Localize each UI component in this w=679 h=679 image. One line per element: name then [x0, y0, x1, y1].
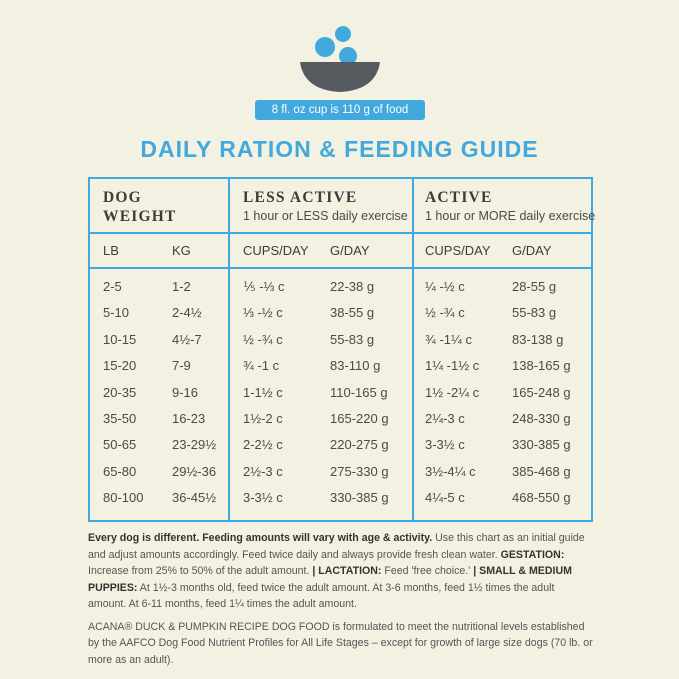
table-cell: 110-165 g	[330, 384, 388, 400]
footer-text: Feed 'free choice.'	[381, 565, 474, 577]
table-cell: 5-10	[103, 305, 130, 321]
bowl-icon	[300, 26, 380, 92]
table-cell: 83-138 g	[512, 331, 564, 347]
footer-text: Use this chart as an initial guide and a…	[88, 532, 585, 561]
column-title: LESS ACTIVE	[243, 189, 358, 206]
footer-text: GESTATION:	[500, 548, 565, 561]
footer-text: ACANA® DUCK & PUMPKIN RECIPE DOG FOOD is…	[88, 620, 593, 666]
divider	[228, 177, 230, 520]
table-cell: 275-330 g	[330, 463, 389, 479]
footer-text: | LACTATION:	[312, 565, 382, 577]
table-cell: 3½-4¼ c	[425, 463, 476, 479]
table-cell: 15-20	[103, 358, 137, 374]
feeding-table	[88, 177, 593, 522]
footer-text: At 1½-3 months old, feed twice the adult…	[88, 581, 555, 611]
unit-header: CUPS/DAY	[425, 243, 491, 258]
divider	[412, 177, 414, 520]
table-cell: 55-83 g	[512, 305, 557, 321]
table-cell: 83-110 g	[330, 358, 381, 374]
table-cell: 50-65	[103, 437, 137, 453]
table-cell: 138-165 g	[512, 358, 571, 374]
table-cell: 35-50	[103, 411, 137, 426]
table-cell: 165-248 g	[512, 384, 571, 400]
table-cell: 1-2	[172, 279, 191, 294]
footer-paragraph: Every dog is different. Feeding amounts …	[88, 530, 593, 613]
table-cell: 4½-7	[172, 331, 202, 347]
footer-paragraph: ACANA® DUCK & PUMPKIN RECIPE DOG FOOD is…	[88, 619, 593, 669]
column-title: ACTIVE	[425, 189, 493, 206]
table-cell: 330-385 g	[512, 437, 571, 453]
footer-text: Increase from 25% to 50% of the adult am…	[88, 565, 313, 577]
divider	[88, 267, 593, 269]
table-cell: 80-100	[103, 490, 144, 506]
table-cell: 38-55 g	[330, 305, 375, 321]
column-subtitle: 1 hour or LESS daily exercise	[243, 209, 408, 223]
table-cell: ¾ -1 c	[243, 358, 280, 374]
unit-header: KG	[172, 243, 191, 258]
divider	[88, 232, 593, 234]
table-cell: 36-45½	[172, 490, 217, 506]
table-cell: 10-15	[103, 331, 137, 347]
unit-header: G/DAY	[330, 243, 370, 258]
unit-header: G/DAY	[512, 243, 552, 258]
table-cell: 385-468 g	[512, 463, 571, 479]
table-cell: 248-330 g	[512, 411, 571, 426]
table-cell: 220-275 g	[330, 437, 389, 453]
table-cell: 165-220 g	[330, 411, 389, 426]
table-cell: ¾ -1¼ c	[425, 331, 472, 347]
table-cell: 29½-36	[172, 463, 217, 479]
table-cell: 23-29½	[172, 437, 217, 453]
table-cell: 2¼-3 c	[425, 411, 465, 426]
table-cell: ½ -¾ c	[425, 305, 465, 321]
footer-text: Every dog is different. Feeding amounts …	[88, 532, 433, 544]
table-cell: 4¼-5 c	[425, 490, 465, 506]
banner: 8 fl. oz cup is 110 g of food	[255, 100, 425, 120]
table-cell: ⅕ -⅓ c	[243, 279, 285, 294]
table-cell: 1½ -2¼ c	[425, 384, 480, 400]
table-cell: ¼ -½ c	[425, 279, 465, 294]
table-cell: 55-83 g	[330, 331, 375, 347]
table-cell: 65-80	[103, 463, 137, 479]
table-cell: 2-4½	[172, 305, 202, 321]
table-cell: 2-5	[103, 279, 122, 294]
table-cell: 7-9	[172, 358, 191, 374]
table-cell: 330-385 g	[330, 490, 389, 506]
table-cell: 3-3½ c	[243, 490, 283, 506]
unit-header: LB	[103, 243, 119, 258]
table-cell: 9-16	[172, 384, 199, 400]
table-cell: 1-1½ c	[243, 384, 283, 400]
footer: Every dog is different. Feeding amounts …	[88, 530, 593, 674]
column-title: DOG WEIGHT	[103, 189, 177, 225]
column-subtitle: 1 hour or MORE daily exercise	[425, 209, 596, 223]
table-cell: 2-2½ c	[243, 437, 283, 453]
unit-header: CUPS/DAY	[243, 243, 309, 258]
table-cell: 1½-2 c	[243, 411, 283, 426]
table-cell: 2½-3 c	[243, 463, 283, 479]
table-cell: 16-23	[172, 411, 206, 426]
title: DAILY RATION & FEEDING GUIDE	[140, 136, 539, 162]
footer-text: | SMALL & MEDIUM PUPPIES:	[88, 565, 572, 594]
table-cell: 3-3½ c	[425, 437, 465, 453]
table-cell: 20-35	[103, 384, 137, 400]
table-cell: 1¼ -1½ c	[425, 358, 480, 374]
table-cell: 28-55 g	[512, 279, 557, 294]
table-cell: 22-38 g	[330, 279, 375, 294]
table-cell: ½ -¾ c	[243, 331, 283, 347]
table-cell: ⅓ -½ c	[243, 305, 283, 321]
table-cell: 468-550 g	[512, 490, 571, 506]
